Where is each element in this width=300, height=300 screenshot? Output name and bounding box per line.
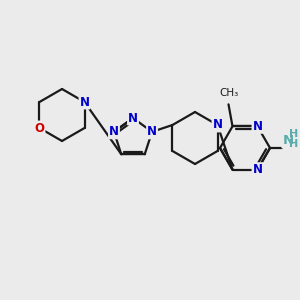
Text: N: N <box>80 95 89 109</box>
Text: O: O <box>34 122 44 134</box>
Text: N: N <box>128 112 138 124</box>
Text: CH₃: CH₃ <box>219 88 238 98</box>
Text: N: N <box>253 120 262 133</box>
Text: N: N <box>282 134 294 148</box>
Text: H: H <box>290 139 298 149</box>
Text: N: N <box>253 163 262 176</box>
Text: N: N <box>147 125 157 138</box>
Text: N: N <box>109 125 119 138</box>
Text: N: N <box>212 118 223 131</box>
Text: H: H <box>290 129 298 139</box>
